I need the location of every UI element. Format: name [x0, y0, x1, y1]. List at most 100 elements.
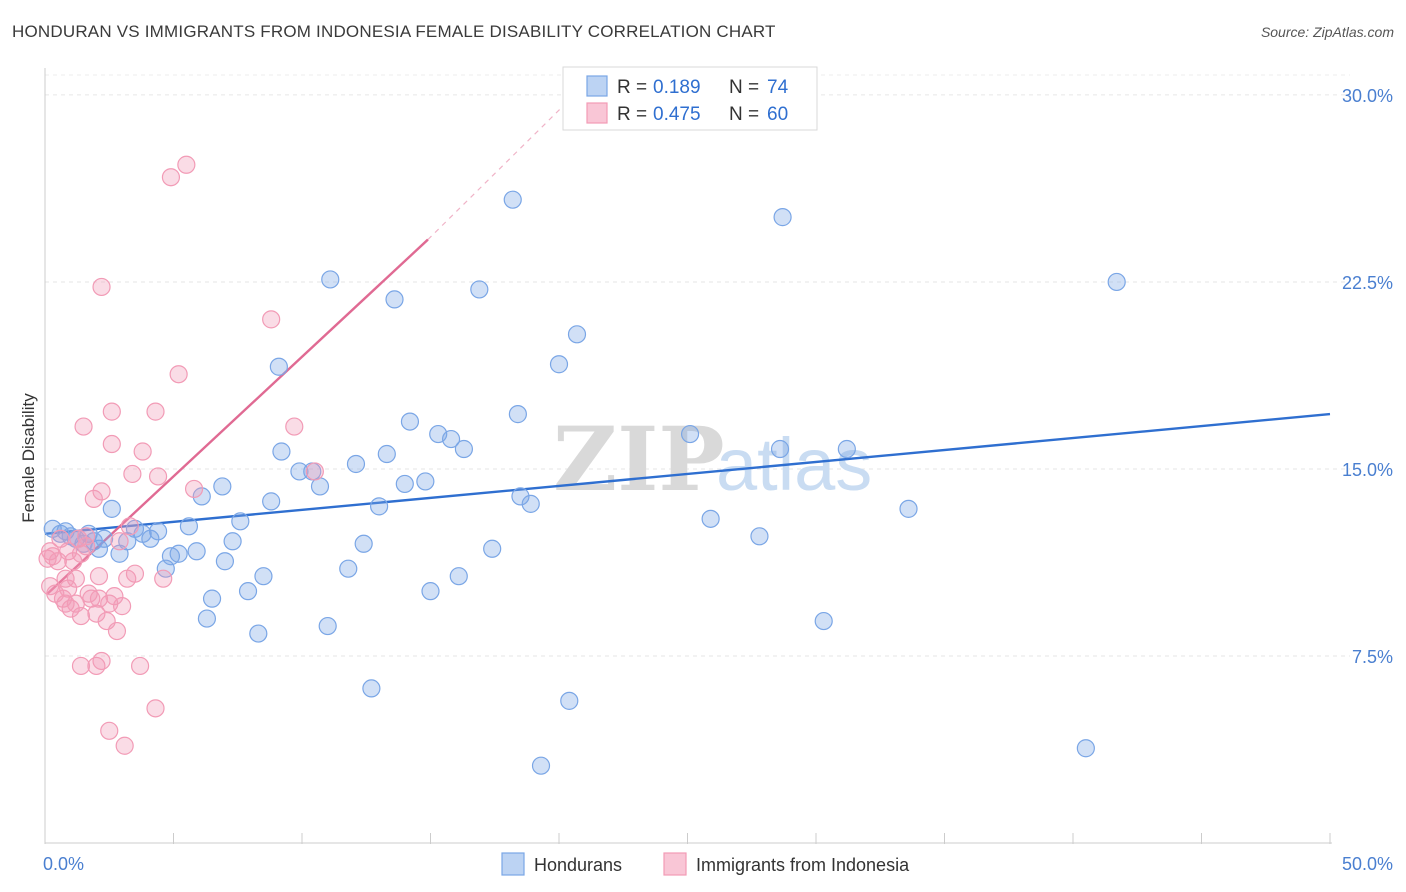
indonesia-point-34: [100, 721, 119, 740]
honduran-point-45: [377, 444, 396, 464]
legend-r-label-1: R =: [617, 77, 647, 98]
honduran-point-31: [254, 567, 273, 586]
indonesia-point-20: [74, 417, 93, 436]
honduran-point-23: [197, 609, 217, 628]
indonesia-point-59: [305, 462, 324, 481]
bottom-legend-swatch-hondurans: [501, 852, 525, 876]
honduran-point-71: [837, 439, 856, 459]
honduran-point-42: [354, 534, 373, 553]
indonesia-point-50: [146, 402, 165, 421]
indonesia-point-58: [285, 417, 304, 436]
honduran-point-61: [531, 756, 551, 775]
honduran-point-25: [213, 477, 232, 496]
legend-r-label-2: R =: [617, 104, 647, 125]
indonesia-point-28: [89, 589, 109, 608]
indonesia-point-42: [115, 736, 134, 755]
honduran-point-44: [370, 497, 389, 516]
honduran-point-29: [238, 582, 258, 601]
honduran-point-26: [215, 552, 234, 571]
indonesia-point-1: [41, 542, 60, 561]
honduran-point-53: [449, 567, 468, 586]
indonesia-point-46: [125, 564, 145, 583]
indonesia-point-25: [84, 489, 103, 508]
honduran-point-35: [290, 462, 309, 481]
honduran-point-30: [249, 624, 268, 643]
bottom-legend: Hondurans Immigrants from Indonesia: [501, 852, 910, 876]
honduran-point-38: [318, 616, 337, 636]
honduran-point-50: [421, 582, 440, 601]
axes: [44, 68, 1332, 844]
honduran-point-55: [470, 280, 489, 299]
honduran-point-62: [549, 355, 569, 374]
honduran-point-20: [179, 517, 199, 536]
honduran-point-47: [395, 474, 414, 494]
x-tick-label-1: 50.0%: [1342, 854, 1393, 874]
indonesia-point-32: [92, 651, 111, 671]
series-indonesia: [38, 155, 324, 755]
indonesia-point-36: [102, 434, 121, 454]
legend-n-value-1: 74: [767, 77, 789, 98]
legend-swatch-hondurans: [586, 75, 608, 97]
indonesia-point-55: [177, 155, 196, 174]
indonesia-point-18: [71, 606, 91, 626]
indonesia-point-12: [61, 599, 80, 618]
honduran-point-68: [770, 439, 790, 459]
indonesia-point-31: [92, 277, 111, 297]
honduran-point-10: [102, 499, 121, 518]
x-tick-label-0: 0.0%: [43, 854, 84, 874]
honduran-point-63: [560, 691, 579, 710]
indonesia-point-13: [64, 552, 83, 571]
honduran-point-46: [385, 290, 404, 309]
y-tick-label-2: 22.5%: [1342, 273, 1393, 293]
indonesia-point-51: [148, 467, 168, 486]
indonesia-point-52: [154, 569, 173, 588]
indonesia-point-9: [56, 594, 75, 613]
honduran-point-9: [95, 529, 114, 548]
trend-line-indonesia-extension: [427, 94, 575, 240]
indonesia-point-49: [146, 699, 165, 718]
indonesia-point-27: [87, 604, 106, 623]
indonesia-point-41: [112, 597, 132, 616]
indonesia-point-15: [66, 569, 85, 588]
indonesia-point-30: [92, 482, 111, 501]
indonesia-point-26: [87, 656, 106, 676]
honduran-point-39: [321, 270, 340, 289]
indonesia-point-48: [133, 442, 152, 461]
indonesia-point-21: [77, 537, 96, 556]
honduran-point-57: [503, 190, 522, 209]
honduran-point-33: [269, 357, 288, 376]
honduran-point-21: [187, 542, 206, 561]
honduran-point-15: [141, 529, 160, 548]
honduran-point-32: [262, 492, 281, 511]
indonesia-point-23: [79, 584, 98, 603]
honduran-point-65: [680, 424, 700, 444]
bottom-legend-hondurans: Hondurans: [534, 855, 622, 875]
bottom-legend-swatch-indonesia: [663, 852, 687, 876]
y-tick-label-3: 30.0%: [1342, 86, 1393, 106]
honduran-point-27: [223, 532, 242, 551]
legend-box: R = 0.189 N = 74 R = 0.475 N = 60: [562, 66, 818, 131]
honduran-point-67: [750, 527, 769, 546]
honduran-point-22: [192, 487, 211, 506]
honduran-point-28: [231, 512, 250, 531]
legend-n-label-1: N =: [729, 77, 759, 98]
indonesia-point-57: [262, 310, 281, 329]
y-tick-label-1: 15.0%: [1342, 460, 1393, 480]
honduran-point-19: [169, 544, 188, 563]
indonesia-point-37: [102, 402, 121, 421]
indonesia-point-11: [59, 579, 78, 598]
honduran-point-59: [511, 487, 530, 506]
honduran-point-56: [483, 539, 502, 558]
indonesia-point-38: [105, 587, 124, 606]
indonesia-point-45: [123, 464, 142, 484]
indonesia-point-19: [71, 656, 91, 676]
honduran-point-66: [701, 509, 720, 528]
indonesia-point-44: [120, 517, 139, 536]
honduran-point-41: [346, 454, 366, 474]
honduran-point-73: [1076, 739, 1095, 758]
bottom-legend-indonesia: Immigrants from Indonesia: [696, 855, 910, 875]
honduran-point-52: [441, 429, 461, 449]
indonesia-point-22: [77, 527, 96, 546]
honduran-point-72: [899, 499, 918, 518]
